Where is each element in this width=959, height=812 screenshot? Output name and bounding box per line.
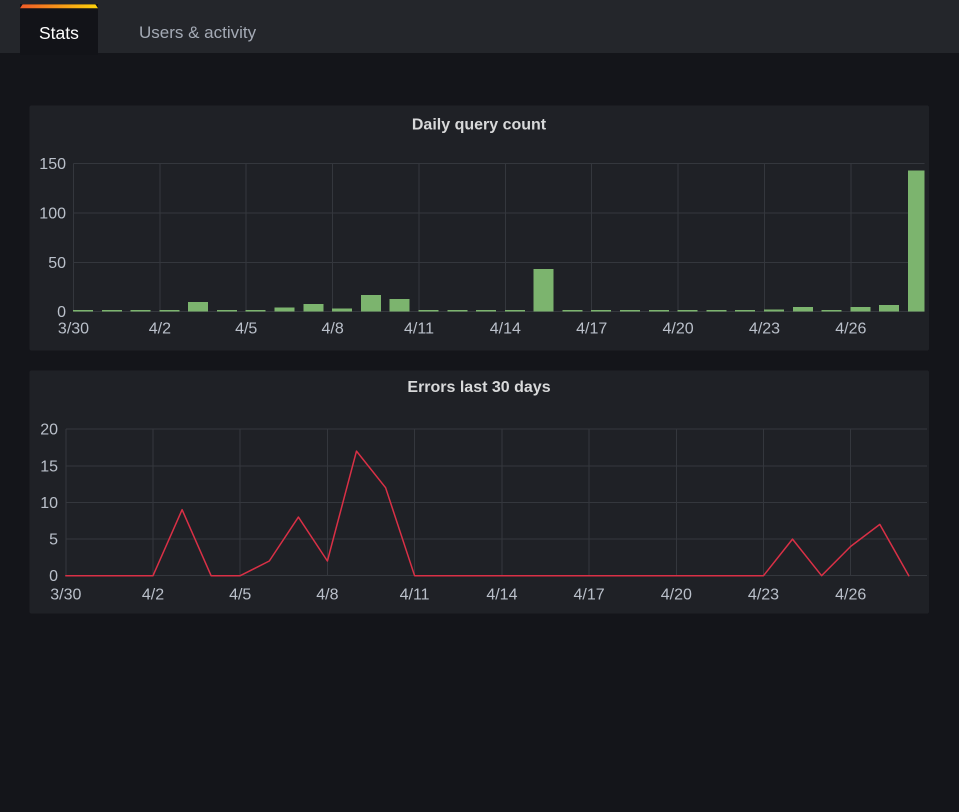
svg-text:4/8: 4/8 <box>321 321 343 338</box>
svg-text:4/11: 4/11 <box>400 587 430 604</box>
svg-text:4/17: 4/17 <box>574 587 605 604</box>
svg-text:50: 50 <box>48 255 66 272</box>
svg-text:150: 150 <box>39 156 66 173</box>
svg-text:4/5: 4/5 <box>235 321 257 338</box>
svg-text:4/23: 4/23 <box>748 587 779 604</box>
svg-text:20: 20 <box>40 422 58 439</box>
svg-text:Errors last 30 days: Errors last 30 days <box>407 379 550 396</box>
svg-text:Daily query count: Daily query count <box>412 117 547 134</box>
svg-text:4/14: 4/14 <box>490 321 521 338</box>
svg-text:0: 0 <box>49 568 58 585</box>
svg-text:15: 15 <box>40 458 58 475</box>
svg-text:4/26: 4/26 <box>835 587 866 604</box>
svg-text:4/20: 4/20 <box>661 587 692 604</box>
svg-text:4/11: 4/11 <box>404 321 434 338</box>
svg-text:Stats: Stats <box>39 23 79 43</box>
svg-text:4/17: 4/17 <box>576 321 607 338</box>
svg-text:Users & activity: Users & activity <box>139 23 257 42</box>
svg-text:4/5: 4/5 <box>229 587 251 604</box>
svg-text:4/2: 4/2 <box>142 587 164 604</box>
svg-text:4/20: 4/20 <box>663 321 694 338</box>
svg-text:3/30: 3/30 <box>50 587 81 604</box>
svg-text:100: 100 <box>39 205 66 222</box>
svg-text:3/30: 3/30 <box>58 321 89 338</box>
svg-text:4/14: 4/14 <box>486 587 517 604</box>
svg-text:4/8: 4/8 <box>316 587 338 604</box>
svg-text:4/23: 4/23 <box>749 321 780 338</box>
svg-text:0: 0 <box>57 304 66 321</box>
svg-text:4/2: 4/2 <box>149 321 171 338</box>
svg-text:10: 10 <box>40 495 58 512</box>
svg-text:5: 5 <box>49 532 58 549</box>
svg-text:4/26: 4/26 <box>835 321 866 338</box>
